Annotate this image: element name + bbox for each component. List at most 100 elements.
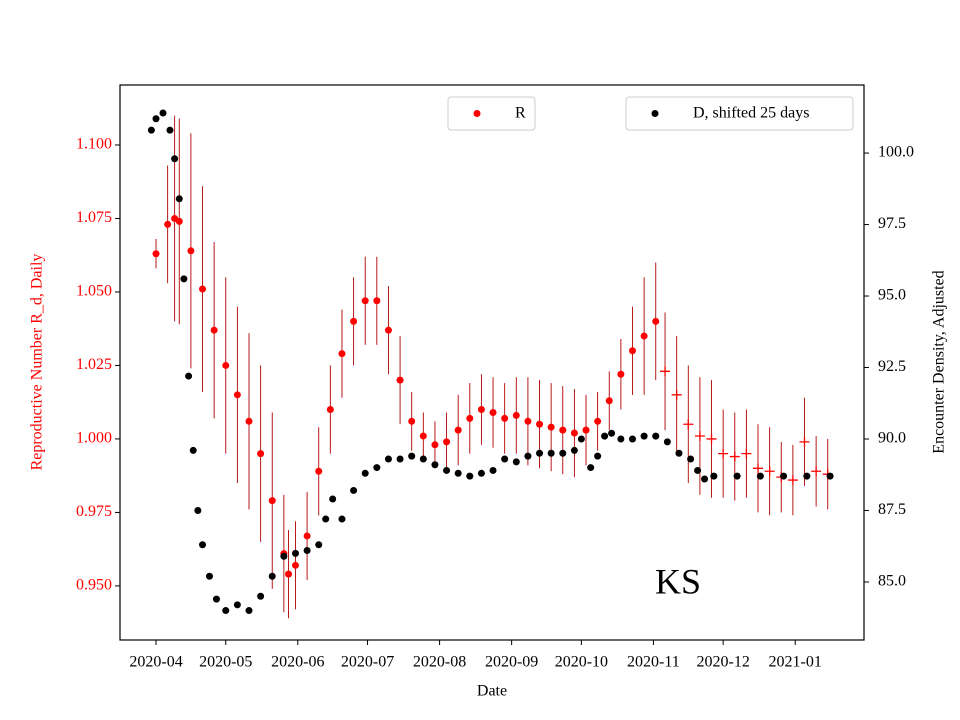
point: [408, 452, 416, 460]
legend-label: R: [515, 105, 526, 122]
point: [605, 397, 613, 405]
point: [512, 411, 520, 419]
y2-tick-label: 100.0: [878, 144, 914, 161]
point: [683, 419, 694, 430]
point: [431, 441, 439, 449]
point: [489, 466, 497, 474]
point: [640, 332, 648, 340]
y-tick-label: 1.000: [76, 430, 112, 447]
point: [175, 217, 183, 225]
point: [701, 475, 709, 483]
x-tick-label: 2020-12: [696, 654, 749, 671]
point: [756, 472, 764, 480]
y-tick-label: 1.050: [76, 283, 112, 300]
y2-tick-label: 92.5: [878, 358, 906, 375]
x-tick-label: 2020-11: [627, 654, 680, 671]
point: [233, 601, 241, 609]
point: [780, 472, 788, 480]
x-tick-label: 2020-05: [199, 654, 252, 671]
point: [152, 115, 160, 123]
point: [233, 391, 241, 399]
point: [652, 317, 660, 325]
point: [787, 475, 798, 486]
y2-tick-label: 85.0: [878, 573, 906, 590]
point: [245, 607, 253, 615]
x-axis-label: Date: [477, 683, 507, 700]
point: [617, 370, 625, 378]
y2-tick-label: 87.5: [878, 501, 906, 518]
point: [210, 326, 218, 334]
point: [315, 467, 323, 475]
point: [373, 297, 381, 305]
point: [212, 595, 220, 603]
point: [285, 570, 293, 578]
point: [199, 541, 207, 549]
x-tick-label: 2020-08: [413, 654, 466, 671]
legend-box: [447, 96, 536, 131]
point: [710, 472, 718, 480]
point: [536, 420, 544, 428]
y2-axis-label: Encounter Density, Adjusted: [931, 270, 948, 453]
point: [205, 572, 213, 580]
point: [524, 452, 532, 460]
point: [671, 389, 682, 400]
point: [180, 275, 188, 283]
point: [587, 464, 595, 472]
legend-marker: [473, 110, 481, 117]
point: [384, 326, 392, 334]
point: [629, 435, 637, 443]
point: [280, 552, 288, 560]
point: [350, 486, 358, 494]
point: [741, 448, 752, 459]
point: [396, 455, 404, 463]
point: [547, 423, 555, 431]
x-tick-label: 2020-04: [129, 654, 182, 671]
point: [194, 506, 202, 514]
point: [322, 515, 330, 523]
point: [733, 472, 741, 480]
point: [629, 347, 637, 355]
point: [675, 449, 683, 457]
point: [315, 541, 323, 549]
point: [245, 417, 253, 425]
point: [291, 549, 299, 557]
point: [601, 432, 609, 440]
point: [570, 429, 578, 437]
point: [326, 406, 334, 414]
point: [159, 109, 167, 117]
point: [640, 432, 648, 440]
y2-tick-label: 97.5: [878, 215, 906, 232]
point: [729, 451, 740, 462]
point: [222, 607, 230, 615]
point: [799, 436, 810, 447]
point: [373, 464, 381, 472]
point: [694, 430, 705, 441]
point: [524, 417, 532, 425]
point: [512, 458, 520, 466]
x-tick-label: 2021-01: [769, 654, 822, 671]
point: [501, 455, 509, 463]
point: [185, 372, 193, 380]
point: [559, 449, 567, 457]
point: [350, 317, 358, 325]
y-tick-label: 0.950: [76, 577, 112, 594]
point: [718, 448, 729, 459]
point: [361, 469, 369, 477]
point: [454, 426, 462, 434]
point: [570, 446, 578, 454]
point: [547, 449, 555, 457]
point: [694, 466, 702, 474]
x-tick-label: 2020-10: [555, 654, 608, 671]
point: [594, 452, 602, 460]
point: [608, 429, 616, 437]
point: [443, 466, 451, 474]
point: [826, 472, 834, 480]
point: [419, 455, 427, 463]
point: [291, 561, 299, 569]
point: [803, 472, 811, 480]
legend-label: D, shifted 25 days: [693, 105, 809, 122]
point: [147, 126, 155, 134]
point: [361, 297, 369, 305]
